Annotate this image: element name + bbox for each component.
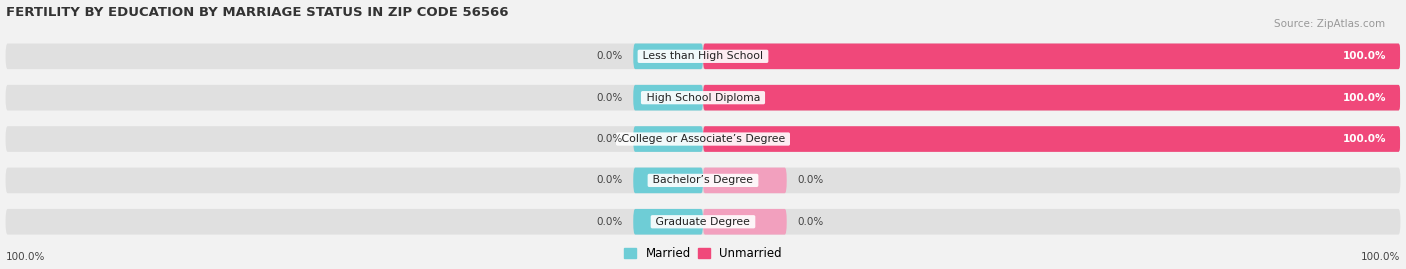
Text: 100.0%: 100.0%	[1343, 51, 1386, 61]
Text: 100.0%: 100.0%	[1343, 93, 1386, 103]
FancyBboxPatch shape	[6, 44, 1400, 69]
Text: FERTILITY BY EDUCATION BY MARRIAGE STATUS IN ZIP CODE 56566: FERTILITY BY EDUCATION BY MARRIAGE STATU…	[6, 6, 508, 19]
Text: Graduate Degree: Graduate Degree	[652, 217, 754, 227]
FancyBboxPatch shape	[703, 168, 787, 193]
Legend: Married, Unmarried: Married, Unmarried	[620, 242, 786, 265]
FancyBboxPatch shape	[6, 168, 1400, 193]
Text: Less than High School: Less than High School	[640, 51, 766, 61]
FancyBboxPatch shape	[703, 209, 787, 235]
Text: 0.0%: 0.0%	[596, 93, 623, 103]
FancyBboxPatch shape	[633, 85, 703, 111]
FancyBboxPatch shape	[6, 209, 1400, 235]
Text: 0.0%: 0.0%	[596, 175, 623, 185]
FancyBboxPatch shape	[633, 126, 703, 152]
FancyBboxPatch shape	[703, 126, 1400, 152]
FancyBboxPatch shape	[703, 85, 1400, 111]
Text: 0.0%: 0.0%	[596, 217, 623, 227]
FancyBboxPatch shape	[6, 85, 1400, 111]
FancyBboxPatch shape	[703, 44, 1400, 69]
FancyBboxPatch shape	[633, 168, 703, 193]
Text: 0.0%: 0.0%	[596, 134, 623, 144]
Text: 100.0%: 100.0%	[1361, 252, 1400, 261]
Text: 0.0%: 0.0%	[797, 217, 824, 227]
Text: 100.0%: 100.0%	[1343, 134, 1386, 144]
Text: College or Associate’s Degree: College or Associate’s Degree	[617, 134, 789, 144]
Text: Bachelor’s Degree: Bachelor’s Degree	[650, 175, 756, 185]
Text: Source: ZipAtlas.com: Source: ZipAtlas.com	[1274, 19, 1385, 29]
FancyBboxPatch shape	[6, 126, 1400, 152]
Text: High School Diploma: High School Diploma	[643, 93, 763, 103]
Text: 0.0%: 0.0%	[797, 175, 824, 185]
FancyBboxPatch shape	[633, 209, 703, 235]
FancyBboxPatch shape	[633, 44, 703, 69]
Text: 100.0%: 100.0%	[6, 252, 45, 261]
Text: 0.0%: 0.0%	[596, 51, 623, 61]
